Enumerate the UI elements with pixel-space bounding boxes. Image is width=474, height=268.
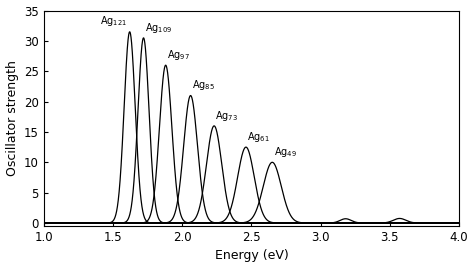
Text: Ag$_{121}$: Ag$_{121}$: [100, 14, 127, 28]
Text: Ag$_{49}$: Ag$_{49}$: [273, 145, 297, 159]
Text: Ag$_{109}$: Ag$_{109}$: [145, 21, 172, 35]
Text: Ag$_{61}$: Ag$_{61}$: [247, 130, 270, 144]
Text: Ag$_{73}$: Ag$_{73}$: [216, 109, 238, 123]
Text: Ag$_{85}$: Ag$_{85}$: [192, 79, 215, 92]
Text: Ag$_{97}$: Ag$_{97}$: [167, 48, 190, 62]
Y-axis label: Oscillator strength: Oscillator strength: [6, 60, 18, 176]
X-axis label: Energy (eV): Energy (eV): [215, 250, 288, 262]
